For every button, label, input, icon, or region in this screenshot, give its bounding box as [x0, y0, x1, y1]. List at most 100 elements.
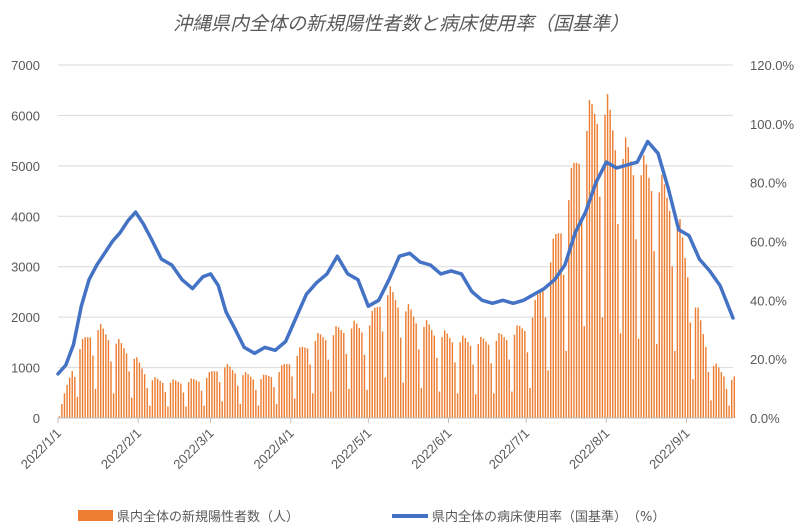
bar	[425, 320, 428, 418]
bar	[508, 359, 511, 418]
bar	[322, 337, 324, 418]
bar	[715, 363, 717, 418]
bar	[143, 374, 146, 418]
x-tick-label: 2022/8/1	[566, 426, 612, 472]
chart-title: 沖縄県内全体の新規陽性者数と病床使用率（国基準）	[173, 13, 629, 35]
bar	[599, 196, 601, 418]
bar	[637, 338, 640, 418]
bar	[705, 346, 707, 418]
bar	[604, 114, 606, 418]
bar	[92, 355, 94, 418]
bar	[723, 376, 725, 418]
bar	[110, 361, 112, 418]
bar	[573, 162, 575, 418]
bar	[648, 177, 650, 418]
bar	[718, 367, 720, 418]
left-tick-label: 6000	[11, 108, 40, 123]
bar	[249, 376, 252, 418]
bar	[482, 338, 485, 418]
bar	[301, 346, 304, 418]
bar	[632, 175, 635, 418]
bar	[487, 344, 490, 418]
bar	[224, 367, 226, 418]
bar	[273, 387, 275, 418]
bar	[583, 326, 586, 418]
bar	[524, 331, 526, 418]
right-tick-label: 80.0%	[750, 176, 787, 191]
left-tick-label: 4000	[11, 209, 40, 224]
bar	[87, 337, 89, 418]
bar	[666, 197, 668, 418]
bar	[467, 341, 469, 418]
bar	[350, 328, 353, 418]
bar	[725, 388, 728, 418]
bar	[511, 391, 513, 418]
bar	[663, 184, 666, 418]
bar	[469, 345, 472, 418]
bar	[410, 309, 412, 418]
bar	[340, 330, 342, 418]
bar	[94, 388, 97, 418]
bar	[242, 375, 244, 418]
bar	[221, 401, 223, 418]
bar	[674, 350, 676, 418]
bar	[293, 398, 296, 418]
bar	[71, 371, 73, 418]
bar	[699, 320, 702, 418]
x-tick-label: 2022/2/1	[98, 426, 144, 472]
line-path	[56, 139, 735, 376]
bar	[617, 224, 619, 418]
bar	[118, 338, 120, 418]
bar	[684, 257, 686, 418]
bar	[84, 337, 86, 418]
bar	[710, 400, 712, 418]
bar	[614, 150, 617, 418]
bar	[374, 307, 376, 418]
bar	[213, 371, 216, 418]
bar-series	[58, 94, 736, 419]
bar	[332, 335, 335, 418]
bar	[521, 328, 523, 418]
bar	[81, 338, 84, 418]
bar	[392, 292, 394, 418]
bar	[622, 158, 624, 418]
bar	[89, 337, 92, 418]
bar	[283, 364, 286, 418]
bar	[609, 109, 611, 418]
bar	[255, 389, 257, 418]
right-axis-ticks: 0.0% 20.0% 40.0% 60.0% 80.0% 100.0% 120.0%	[750, 58, 795, 426]
bar	[733, 376, 736, 418]
bar	[433, 335, 436, 418]
bar	[190, 378, 192, 418]
bar	[464, 338, 467, 418]
bar	[345, 353, 348, 418]
bar	[601, 317, 604, 418]
bar	[330, 391, 332, 418]
bar	[679, 219, 681, 418]
bar	[580, 221, 583, 418]
bar	[102, 328, 104, 418]
bar	[399, 337, 402, 418]
bar	[324, 340, 327, 418]
bar	[606, 94, 609, 418]
left-tick-label: 7000	[11, 58, 40, 73]
bar	[234, 373, 236, 418]
bar	[358, 328, 361, 418]
bar	[454, 362, 456, 418]
bar	[495, 340, 498, 418]
bar	[531, 317, 534, 418]
bar	[640, 175, 642, 418]
bar	[397, 307, 399, 418]
bar	[218, 382, 221, 418]
bar	[200, 390, 203, 418]
bar	[291, 376, 293, 418]
bar	[707, 371, 710, 418]
bar	[74, 376, 76, 418]
bar	[180, 383, 182, 418]
bar	[505, 340, 508, 418]
bar	[430, 330, 433, 418]
bar	[239, 403, 242, 418]
bar	[539, 292, 542, 418]
bar	[337, 327, 340, 418]
right-tick-label: 40.0%	[750, 293, 787, 308]
